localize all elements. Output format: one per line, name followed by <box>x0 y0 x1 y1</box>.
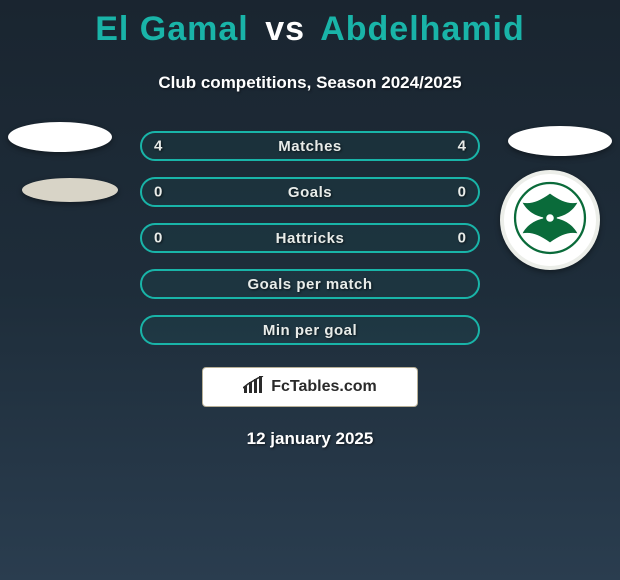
stats-container: 4 Matches 4 0 Goals 0 0 Hattricks 0 Goal… <box>140 131 480 345</box>
chart-icon <box>243 376 265 399</box>
stat-label: Goals per match <box>247 276 372 293</box>
player2-name: Abdelhamid <box>320 10 525 48</box>
player2-club-logo <box>500 170 600 270</box>
stat-row-goals: 0 Goals 0 <box>140 177 480 207</box>
stat-row-matches: 4 Matches 4 <box>140 131 480 161</box>
stat-right-value: 4 <box>458 138 466 155</box>
brand-text: FcTables.com <box>271 378 377 396</box>
vs-separator: vs <box>265 10 305 48</box>
stat-label: Goals <box>288 184 332 201</box>
stat-row-hattricks: 0 Hattricks 0 <box>140 223 480 253</box>
stat-row-goals-per-match: Goals per match <box>140 269 480 299</box>
stat-label: Min per goal <box>263 322 357 339</box>
player2-avatar-placeholder <box>508 126 612 156</box>
stat-right-value: 0 <box>458 230 466 247</box>
brand-badge[interactable]: FcTables.com <box>202 367 418 407</box>
stat-left-value: 4 <box>154 138 162 155</box>
player1-name: El Gamal <box>95 10 249 48</box>
date: 12 january 2025 <box>0 429 620 449</box>
subtitle: Club competitions, Season 2024/2025 <box>0 73 620 93</box>
stat-left-value: 0 <box>154 230 162 247</box>
player1-club-avatar-placeholder <box>22 178 118 202</box>
stat-row-min-per-goal: Min per goal <box>140 315 480 345</box>
player1-avatar-placeholder <box>8 122 112 152</box>
stat-right-value: 0 <box>458 184 466 201</box>
al-masry-club-logo-icon <box>512 180 588 261</box>
stat-left-value: 0 <box>154 184 162 201</box>
stat-label: Hattricks <box>276 230 345 247</box>
comparison-title: El Gamal vs Abdelhamid <box>0 0 620 49</box>
stat-label: Matches <box>278 138 342 155</box>
